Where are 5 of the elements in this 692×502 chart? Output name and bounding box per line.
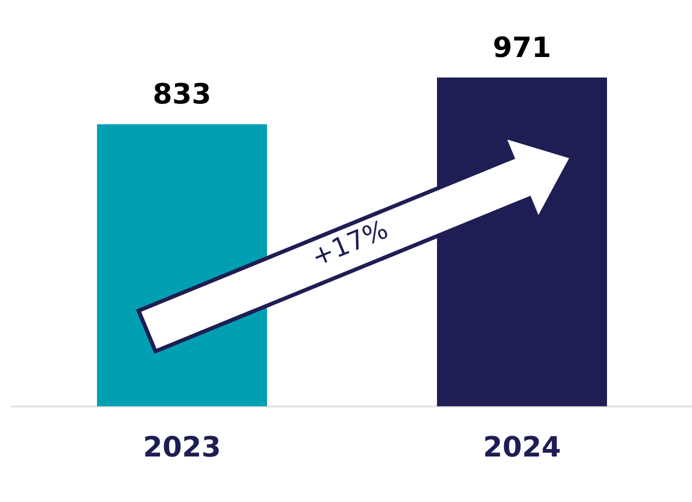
x-tick-label: 2023 <box>143 430 221 464</box>
annotation: +17% <box>308 214 392 274</box>
data-label: 833 <box>152 78 212 111</box>
data-label: 971 <box>492 30 552 64</box>
x-tick-label: 2024 <box>483 430 561 464</box>
